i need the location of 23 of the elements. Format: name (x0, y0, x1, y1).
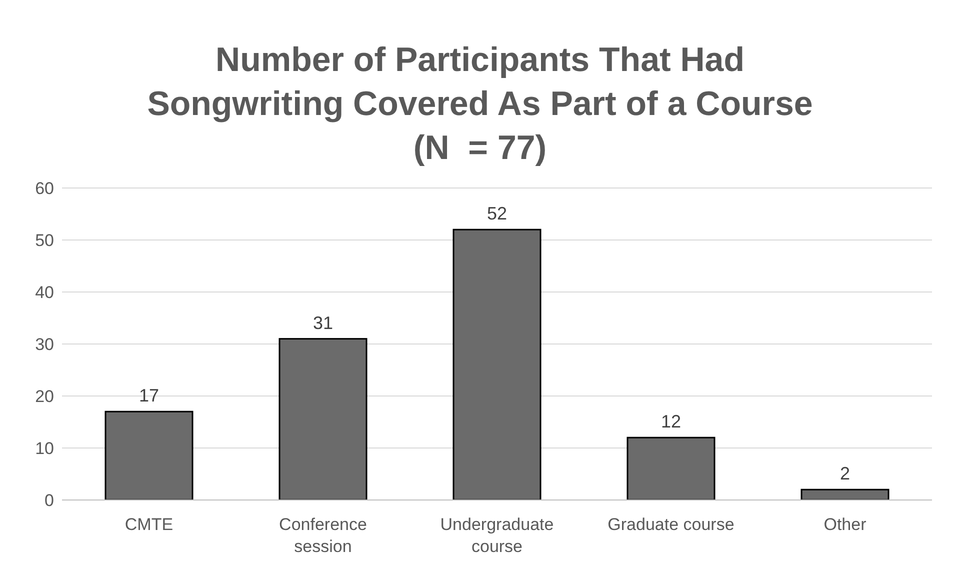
data-label: 17 (138, 386, 160, 406)
y-tick-label: 50 (35, 231, 54, 250)
bar (278, 338, 368, 500)
y-tick-label: 40 (35, 283, 54, 302)
bar (800, 488, 890, 500)
x-tick-label: Undergraduate course (440, 515, 554, 556)
x-tick-label: Conference session (279, 515, 367, 556)
x-tick-label: Other (824, 515, 867, 534)
bar (452, 228, 542, 500)
x-tick-label: CMTE (124, 515, 174, 534)
data-label: 2 (840, 464, 850, 484)
y-tick-label: 60 (35, 179, 54, 198)
bar (626, 436, 716, 500)
chart-title: Number of Participants That Had Songwriting Covered As Part of a Course (N = 77) (147, 40, 813, 169)
bar (104, 410, 194, 500)
data-label: 52 (486, 204, 508, 224)
y-tick-label: 10 (35, 439, 54, 458)
y-tick-label: 30 (35, 335, 54, 354)
x-tick-label: Graduate course (608, 515, 734, 534)
y-tick-label: 0 (44, 491, 54, 510)
data-label: 31 (312, 312, 334, 333)
data-label: 12 (660, 412, 682, 432)
y-tick-label: 20 (35, 387, 54, 406)
